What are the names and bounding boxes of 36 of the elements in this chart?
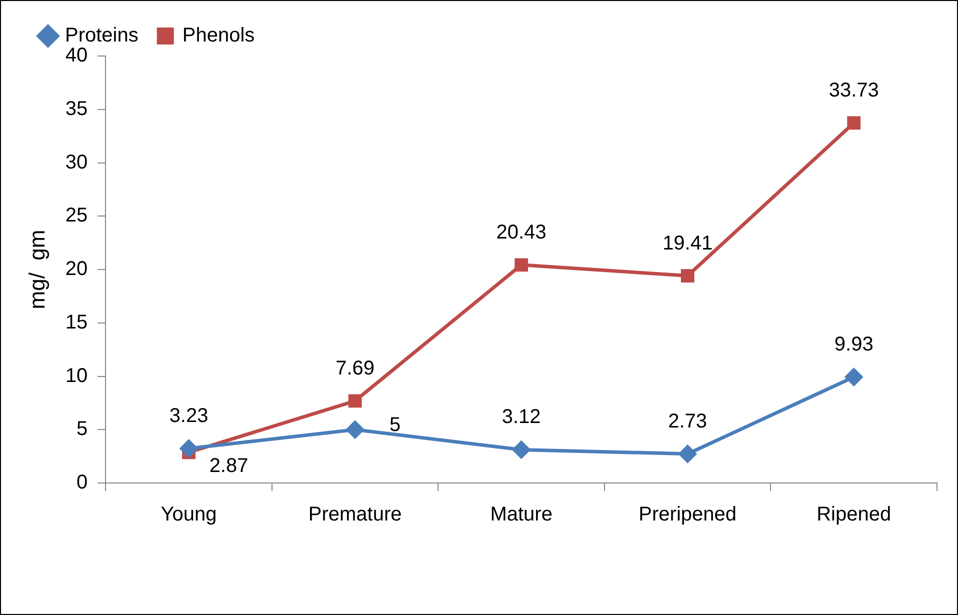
- y-tick-label: 25: [65, 204, 88, 227]
- x-tick-label: Premature: [308, 504, 402, 526]
- data-label: 2.73: [668, 410, 708, 432]
- data-label: 3.12: [502, 406, 541, 428]
- x-tick-label: Mature: [490, 504, 552, 526]
- x-tick-label: Young: [160, 504, 217, 526]
- point: [346, 420, 364, 438]
- data-label: 19.41: [662, 232, 713, 254]
- y-axis-title: mg/ gm: [24, 230, 50, 310]
- point: [512, 440, 530, 458]
- legend-label: Proteins: [65, 24, 138, 47]
- point: [678, 445, 696, 463]
- x-tick-label: Ripened: [816, 504, 892, 526]
- y-tick-label: 10: [65, 364, 88, 387]
- point: [845, 368, 863, 386]
- y-tick-label: 20: [65, 258, 88, 280]
- data-label: 7.69: [336, 357, 375, 380]
- y-tick-label: 40: [65, 44, 88, 67]
- point: [348, 394, 362, 408]
- point: [180, 440, 198, 458]
- data-label: 2.87: [209, 454, 248, 477]
- y-tick-label: 35: [65, 98, 88, 120]
- y-tick-label: 15: [65, 311, 88, 334]
- data-label: 20.43: [496, 221, 546, 244]
- point: [680, 269, 694, 282]
- y-tick-label: 5: [76, 418, 88, 440]
- data-label: 9.93: [834, 334, 874, 356]
- data-label: 33.73: [828, 79, 879, 102]
- data-label: 5: [389, 414, 401, 436]
- point: [514, 258, 528, 272]
- data-label: 3.23: [169, 405, 208, 428]
- y-tick-label: 0: [76, 472, 88, 494]
- y-tick-label: 30: [65, 151, 88, 174]
- point: [847, 116, 861, 130]
- legend-label: Phenols: [182, 24, 255, 47]
- x-tick-label: Preripened: [638, 504, 737, 526]
